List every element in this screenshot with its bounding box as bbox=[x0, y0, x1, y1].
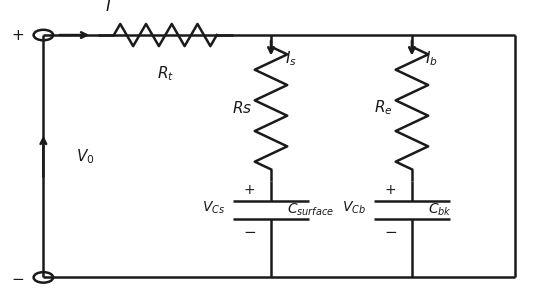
Text: $V_{Cb}$: $V_{Cb}$ bbox=[342, 199, 366, 215]
Text: $+$: $+$ bbox=[243, 183, 255, 197]
Text: $I_s$: $I_s$ bbox=[285, 49, 296, 68]
Text: $R_t$: $R_t$ bbox=[157, 64, 174, 83]
Text: $I$: $I$ bbox=[105, 0, 112, 15]
Text: $-$: $-$ bbox=[384, 223, 397, 238]
Text: $V_{Cs}$: $V_{Cs}$ bbox=[202, 199, 225, 215]
Text: $C_{bk}$: $C_{bk}$ bbox=[428, 202, 452, 218]
Text: $Rs$: $Rs$ bbox=[232, 100, 252, 116]
Text: $-$: $-$ bbox=[243, 223, 256, 238]
Text: $C_{surface}$: $C_{surface}$ bbox=[287, 202, 334, 218]
Text: $R_e$: $R_e$ bbox=[375, 99, 393, 117]
Text: $V_0$: $V_0$ bbox=[76, 147, 94, 166]
Text: $I_b$: $I_b$ bbox=[425, 49, 438, 68]
Text: $+$: $+$ bbox=[11, 27, 24, 43]
Text: $+$: $+$ bbox=[384, 183, 396, 197]
Text: $-$: $-$ bbox=[11, 270, 24, 285]
